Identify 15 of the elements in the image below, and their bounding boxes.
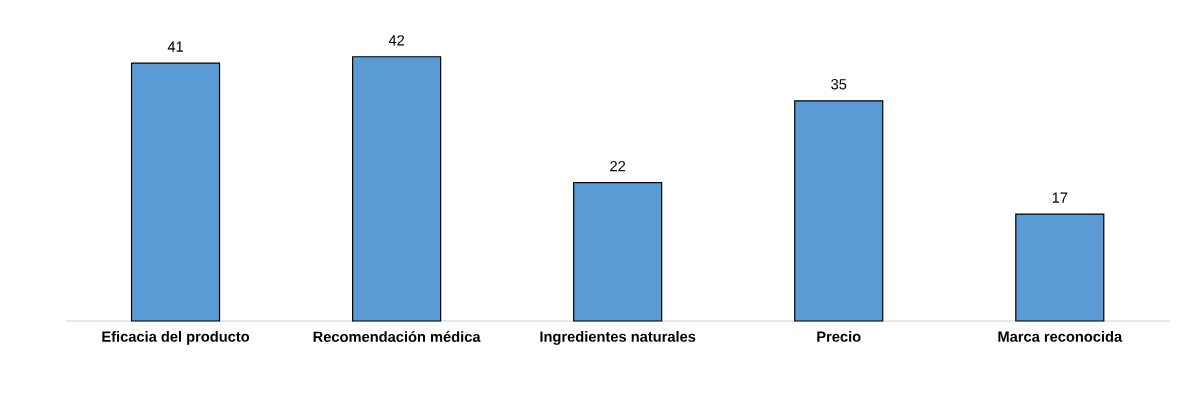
data-label: 17 [1052, 192, 1068, 203]
bar [794, 100, 884, 322]
bar [352, 56, 442, 322]
data-label: 35 [831, 79, 847, 90]
x-tick-label: Eficacia del producto [102, 331, 250, 345]
x-tick-label: Ingredientes naturales [540, 331, 696, 345]
bar [1015, 213, 1105, 322]
x-tick-label: Recomendación médica [313, 331, 481, 342]
bar [573, 181, 663, 322]
data-label: 41 [167, 41, 183, 52]
data-label: 42 [388, 35, 405, 46]
x-tick-label: Marca reconocida [998, 331, 1123, 342]
bar [130, 62, 221, 322]
x-tick-label: Precio [817, 331, 861, 342]
data-label: 22 [610, 160, 626, 172]
